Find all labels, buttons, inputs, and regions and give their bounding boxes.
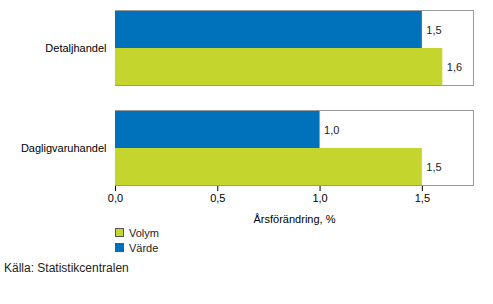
svg-text:1,6: 1,6: [447, 61, 462, 73]
svg-text:0,0: 0,0: [108, 192, 123, 204]
svg-text:Årsförändring, %: Årsförändring, %: [254, 213, 336, 225]
svg-text:Dagligvaruhandel: Dagligvaruhandel: [21, 142, 107, 154]
svg-text:1,5: 1,5: [426, 24, 441, 36]
svg-text:0,5: 0,5: [210, 192, 225, 204]
html-text:Källa: Statistikcentralen: Källa: Statistikcentralen: [4, 261, 129, 275]
svg-text:1,5: 1,5: [426, 161, 441, 173]
svg-text:1,0: 1,0: [324, 124, 339, 136]
svg-text:1,5: 1,5: [415, 192, 430, 204]
html-text:Värde: Värde: [129, 241, 159, 254]
svg-text:1,0: 1,0: [312, 192, 327, 204]
html-text:Volym: Volym: [129, 226, 159, 239]
svg-text:Detaljhandel: Detaljhandel: [45, 42, 106, 54]
